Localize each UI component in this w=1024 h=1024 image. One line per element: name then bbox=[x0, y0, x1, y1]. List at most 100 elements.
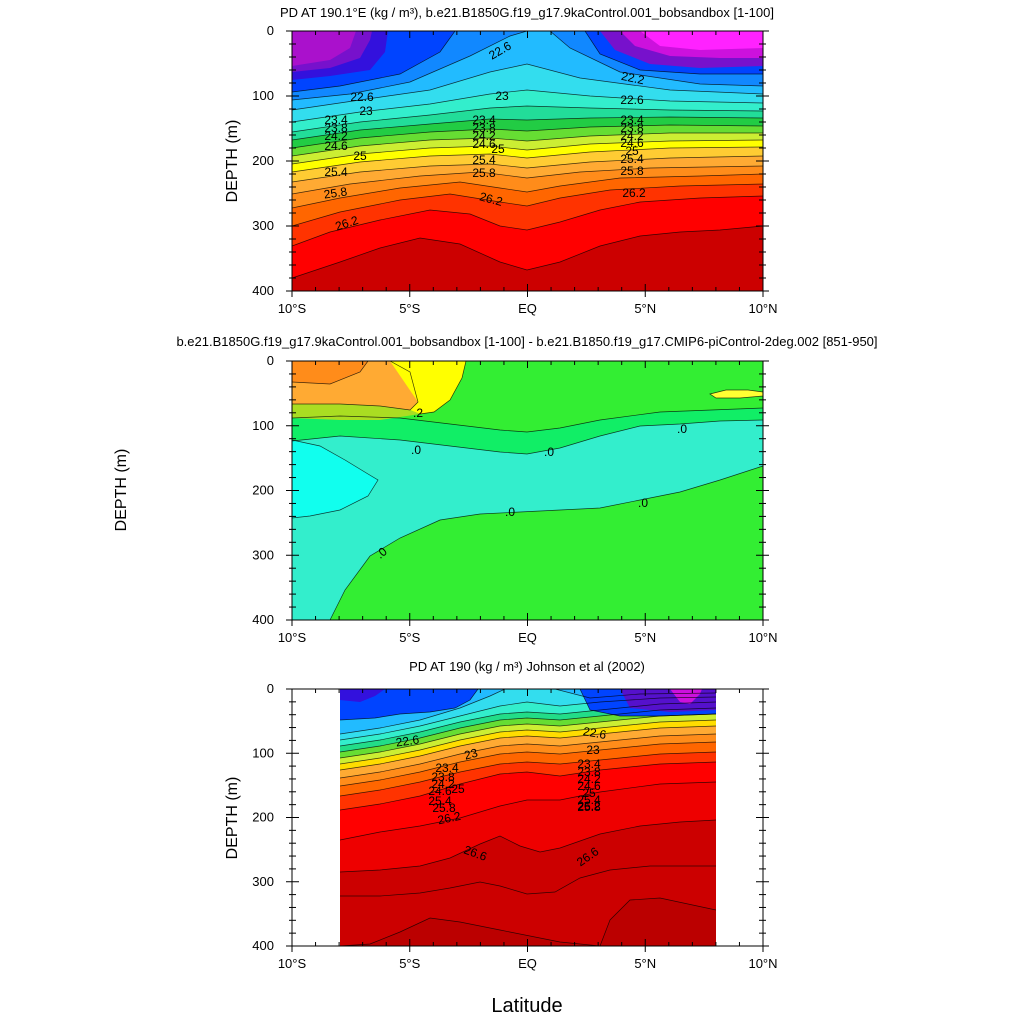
panel-2-title: b.e21.B1850G.f19_g17.9kaControl.001_bobs… bbox=[176, 334, 877, 349]
contour-label: 23.4 bbox=[435, 761, 459, 775]
contour-label: 23 bbox=[463, 746, 480, 763]
contour-label: 25.4 bbox=[324, 165, 348, 179]
x-tick-label: 5°N bbox=[634, 630, 656, 645]
contour-label: 23.4 bbox=[472, 113, 496, 127]
contour-label: 26.2 bbox=[436, 809, 462, 828]
contour-label: 25.4 bbox=[472, 153, 496, 167]
y-tick-label: 400 bbox=[252, 938, 274, 953]
x-tick-label: 10°N bbox=[748, 630, 777, 645]
panel-1-contour-labels: 22.6 22.2 22.6 23 22.6 23 23.4 23.8 24.2… bbox=[323, 38, 646, 233]
contour-label: 23.8 bbox=[324, 121, 348, 135]
x-tick-label: 5°N bbox=[634, 301, 656, 316]
contour-label: 24.2 bbox=[431, 777, 455, 791]
contour-label: .0 bbox=[411, 443, 421, 457]
panel-3-contour-labels: 22.6 23 23.4 23.8 24.2 24.6 25 25.4 25.8… bbox=[395, 724, 608, 869]
x-tick-label: EQ bbox=[518, 956, 537, 971]
x-tick-label: EQ bbox=[518, 630, 537, 645]
x-tick-label: 5°N bbox=[634, 956, 656, 971]
panel-3-axes: 0 100 200 300 400 10°S 5°S EQ 5°N 10°N bbox=[252, 681, 777, 971]
x-tick-label: 10°S bbox=[278, 956, 307, 971]
y-tick-label: 400 bbox=[252, 612, 274, 627]
contour-label: 23 bbox=[359, 104, 373, 118]
panel-1-ylabel: DEPTH (m) bbox=[224, 120, 241, 203]
contour-label: 25.8 bbox=[323, 184, 348, 201]
panel-2-contour-field bbox=[292, 361, 763, 620]
contour-label: 24.2 bbox=[577, 772, 601, 786]
contour-label: 24.2 bbox=[620, 129, 644, 143]
panel-1-contour-field bbox=[292, 31, 763, 291]
contour-label: 25.8 bbox=[577, 800, 601, 814]
contour-label: 26.2 bbox=[577, 799, 601, 813]
x-tick-label: 5°S bbox=[399, 956, 420, 971]
y-tick-label: 200 bbox=[252, 483, 274, 498]
contour-label: .0 bbox=[677, 422, 687, 436]
contour-label: 24.2 bbox=[472, 129, 496, 143]
contour-label: 25 bbox=[451, 782, 465, 796]
panel-2-ylabel: DEPTH (m) bbox=[113, 449, 130, 532]
x-tick-label: 10°S bbox=[278, 630, 307, 645]
contour-label: 22.6 bbox=[620, 93, 644, 107]
contour-label: 25.4 bbox=[620, 152, 644, 166]
contour-label: .2 bbox=[413, 406, 423, 420]
contour-label: 25.4 bbox=[577, 793, 601, 807]
y-tick-label: 0 bbox=[267, 23, 274, 38]
contour-label: 25 bbox=[582, 786, 596, 800]
contour-label: 23.8 bbox=[472, 121, 496, 135]
panel-2-axes: 0 100 200 300 400 10°S 5°S EQ 5°N 10°N bbox=[252, 353, 777, 645]
contour-label: 24.6 bbox=[324, 139, 348, 153]
contour-label: .0 bbox=[638, 496, 648, 510]
y-tick-label: 100 bbox=[252, 88, 274, 103]
contour-label: 24.6 bbox=[472, 137, 496, 151]
x-tick-label: 5°S bbox=[399, 301, 420, 316]
contour-label: 24.6 bbox=[577, 779, 601, 793]
x-tick-label: 10°N bbox=[748, 956, 777, 971]
panel-3-title: PD AT 190 (kg / m³) Johnson et al (2002) bbox=[409, 659, 645, 674]
contour-label: 23.8 bbox=[620, 121, 644, 135]
contour-label: 23 bbox=[495, 89, 509, 103]
panel-3-ylabel: DEPTH (m) bbox=[224, 777, 241, 860]
contour-label: 25 bbox=[491, 142, 505, 156]
contour-label: 26.2 bbox=[333, 213, 360, 234]
x-tick-label: EQ bbox=[518, 301, 537, 316]
y-tick-label: 300 bbox=[252, 874, 274, 889]
contour-label: 23.8 bbox=[577, 765, 601, 779]
panel-2: b.e21.B1850G.f19_g17.9kaControl.001_bobs… bbox=[113, 334, 878, 645]
contour-label: 23.4 bbox=[577, 757, 601, 771]
y-tick-label: 400 bbox=[252, 283, 274, 298]
contour-label: 22.6 bbox=[395, 732, 420, 749]
y-tick-label: 0 bbox=[267, 353, 274, 368]
y-tick-label: 100 bbox=[252, 745, 274, 760]
panel-3: PD AT 190 (kg / m³) Johnson et al (2002) bbox=[224, 659, 778, 971]
contour-label: 24.6 bbox=[620, 136, 644, 150]
contour-label: 23.8 bbox=[431, 770, 455, 784]
y-tick-label: 200 bbox=[252, 810, 274, 825]
y-tick-label: 100 bbox=[252, 418, 274, 433]
y-tick-label: 300 bbox=[252, 218, 274, 233]
contour-label: .0 bbox=[505, 505, 515, 519]
contour-label: 24.2 bbox=[324, 129, 348, 143]
x-tick-label: 5°S bbox=[399, 630, 420, 645]
panel-1: PD AT 190.1°E (kg / m³), b.e21.B1850G.f1… bbox=[224, 5, 778, 316]
contour-label: 26.2 bbox=[478, 189, 504, 209]
contour-label: .0 bbox=[544, 445, 554, 459]
panel-3-contour-field bbox=[340, 689, 716, 946]
y-tick-label: 200 bbox=[252, 153, 274, 168]
contour-label: 23.4 bbox=[324, 113, 348, 127]
x-tick-label: 10°S bbox=[278, 301, 307, 316]
contour-label: 25 bbox=[353, 149, 367, 163]
contour-label: 25.8 bbox=[432, 801, 456, 815]
contour-label: 25 bbox=[625, 144, 639, 158]
contour-label: 23.4 bbox=[620, 113, 644, 127]
panel-1-title: PD AT 190.1°E (kg / m³), b.e21.B1850G.f1… bbox=[280, 5, 774, 20]
contour-label: 22.6 bbox=[350, 90, 374, 104]
contour-label: 25.4 bbox=[428, 794, 452, 808]
panel-1-axes: 0 100 200 300 400 10°S 5°S EQ 5°N 10°N bbox=[252, 23, 777, 316]
contour-label: 25.8 bbox=[472, 166, 496, 180]
x-tick-label: 10°N bbox=[748, 301, 777, 316]
y-tick-label: 300 bbox=[252, 547, 274, 562]
contour-label: 22.2 bbox=[620, 69, 646, 88]
y-tick-label: 0 bbox=[267, 681, 274, 696]
contour-label: 25.8 bbox=[620, 164, 644, 178]
contour-label: 26.2 bbox=[622, 186, 646, 200]
